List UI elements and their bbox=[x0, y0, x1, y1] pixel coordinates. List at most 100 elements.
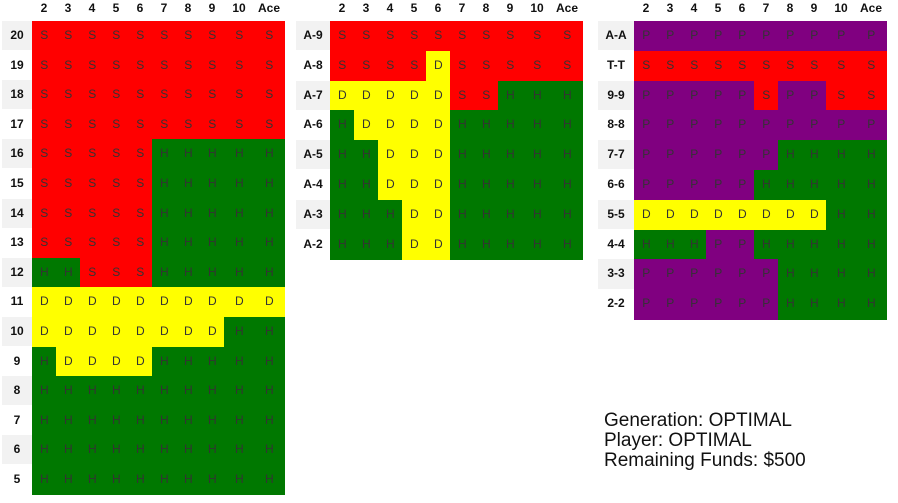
row-label: 11 bbox=[10, 294, 24, 309]
strategy-cell: D bbox=[128, 317, 153, 348]
strategy-cell: H bbox=[152, 346, 177, 377]
strategy-cell: H bbox=[552, 170, 583, 201]
strategy-cell: H bbox=[32, 465, 57, 496]
strategy-cell: H bbox=[104, 465, 129, 496]
strategy-cell: H bbox=[254, 257, 285, 288]
strategy-cell: S bbox=[32, 109, 57, 140]
strategy-cell: H bbox=[450, 140, 475, 171]
strategy-cell: S bbox=[104, 21, 129, 52]
strategy-cell: H bbox=[176, 169, 201, 200]
strategy-cell: H bbox=[200, 405, 225, 436]
strategy-cell: H bbox=[224, 435, 255, 466]
strategy-cell: P bbox=[778, 80, 803, 111]
strategy-cell: D bbox=[658, 199, 683, 231]
strategy-cell: H bbox=[80, 376, 105, 407]
strategy-cell: H bbox=[856, 170, 887, 201]
strategy-cell: D bbox=[128, 287, 153, 318]
strategy-cell: H bbox=[254, 169, 285, 200]
column-header: 8 bbox=[482, 1, 490, 15]
strategy-cell: P bbox=[706, 80, 731, 111]
strategy-cell: H bbox=[826, 229, 857, 260]
strategy-cell: P bbox=[706, 259, 731, 290]
strategy-cell: H bbox=[152, 405, 177, 436]
column-header: 4 bbox=[386, 1, 394, 15]
column-header: 3 bbox=[666, 1, 674, 15]
column-header: 2 bbox=[40, 1, 48, 15]
strategy-cell: S bbox=[152, 21, 177, 52]
strategy-cell: S bbox=[426, 21, 451, 52]
strategy-cell: D bbox=[200, 317, 225, 348]
strategy-cell: S bbox=[254, 80, 285, 111]
strategy-cell: S bbox=[450, 80, 475, 111]
strategy-cell: H bbox=[474, 229, 499, 260]
strategy-cell: H bbox=[330, 199, 355, 231]
row-label: T-T bbox=[607, 57, 625, 72]
strategy-cell: S bbox=[200, 21, 225, 52]
strategy-cell: S bbox=[224, 21, 255, 52]
strategy-cell: H bbox=[32, 435, 57, 466]
row-label: 18 bbox=[2, 80, 32, 110]
strategy-cell: P bbox=[754, 21, 779, 52]
strategy-cell: H bbox=[224, 139, 255, 170]
strategy-cell: H bbox=[778, 140, 803, 171]
strategy-cell: H bbox=[200, 376, 225, 407]
strategy-cell: H bbox=[778, 170, 803, 201]
strategy-cell: S bbox=[552, 50, 583, 82]
strategy-cell: D bbox=[330, 80, 355, 111]
strategy-cell: S bbox=[706, 50, 731, 82]
strategy-cell: D bbox=[402, 110, 427, 141]
strategy-cell: H bbox=[856, 140, 887, 171]
column-header: Ace bbox=[555, 1, 578, 15]
strategy-cell: P bbox=[778, 110, 803, 141]
strategy-cell: P bbox=[658, 21, 683, 52]
strategy-cell: H bbox=[56, 257, 81, 288]
strategy-cell: H bbox=[80, 435, 105, 466]
strategy-cell: H bbox=[522, 140, 553, 171]
strategy-cell: H bbox=[354, 140, 379, 171]
strategy-cell: P bbox=[634, 80, 659, 111]
strategy-cell: S bbox=[450, 50, 475, 82]
strategy-cell: H bbox=[104, 435, 129, 466]
strategy-cell: S bbox=[826, 80, 857, 111]
row-label: A-9 bbox=[296, 21, 330, 51]
strategy-cell: P bbox=[658, 140, 683, 171]
column-header: Ace bbox=[859, 1, 882, 15]
row-label: 9-9 bbox=[598, 80, 634, 110]
strategy-cell: H bbox=[200, 169, 225, 200]
strategy-cell: S bbox=[32, 198, 57, 229]
strategy-cell: H bbox=[254, 376, 285, 407]
strategy-cell: H bbox=[498, 110, 523, 141]
strategy-cell: H bbox=[826, 140, 857, 171]
column-header: 7 bbox=[762, 1, 770, 15]
strategy-cell: S bbox=[354, 50, 379, 82]
strategy-cell: S bbox=[826, 50, 857, 82]
strategy-cell: S bbox=[80, 228, 105, 259]
strategy-cell: H bbox=[32, 405, 57, 436]
strategy-cell: H bbox=[80, 465, 105, 496]
strategy-cell: S bbox=[128, 257, 153, 288]
row-label: 10 bbox=[2, 317, 32, 347]
strategy-cell: P bbox=[754, 259, 779, 290]
strategy-cell: P bbox=[778, 21, 803, 52]
column-header: 10 bbox=[834, 1, 848, 15]
row-label: 17 bbox=[10, 116, 24, 131]
strategy-cell: S bbox=[128, 50, 153, 81]
strategy-cell: H bbox=[56, 376, 81, 407]
strategy-cell: D bbox=[802, 199, 827, 231]
column-header: 5 bbox=[112, 1, 120, 15]
strategy-cell: H bbox=[522, 229, 553, 260]
strategy-cell: S bbox=[176, 109, 201, 140]
strategy-cell: S bbox=[104, 228, 129, 259]
strategy-cell: H bbox=[826, 259, 857, 290]
strategy-cell: S bbox=[330, 21, 355, 52]
strategy-cell: S bbox=[104, 257, 129, 288]
column-header: 4 bbox=[88, 1, 96, 15]
strategy-cell: S bbox=[80, 169, 105, 200]
strategy-cell: H bbox=[224, 257, 255, 288]
column-header: 6 bbox=[136, 1, 144, 15]
strategy-cell: H bbox=[778, 229, 803, 260]
strategy-cell: H bbox=[104, 405, 129, 436]
strategy-cell: H bbox=[254, 317, 285, 348]
strategy-cell: P bbox=[802, 21, 827, 52]
strategy-cell: H bbox=[826, 170, 857, 201]
